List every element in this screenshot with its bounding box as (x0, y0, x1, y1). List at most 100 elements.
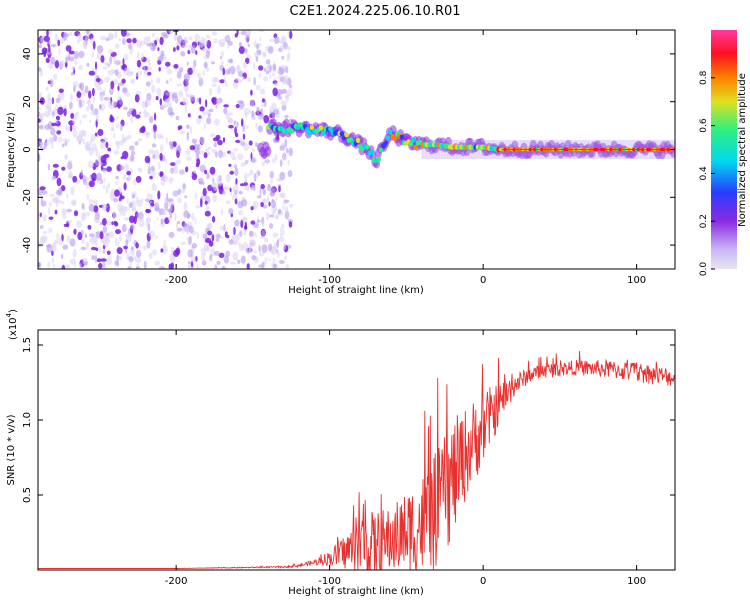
noise-blob (215, 104, 218, 109)
noise-blob (81, 202, 85, 210)
noise-blob (82, 40, 87, 49)
noise-blob (167, 216, 172, 221)
signal-core (411, 137, 416, 143)
noise-blob (122, 87, 128, 93)
noise-blob (38, 188, 43, 196)
noise-blob (129, 145, 135, 151)
noise-blob (271, 158, 276, 164)
noise-blob (251, 184, 257, 192)
snr-frame (37, 329, 676, 571)
noise-blob (168, 208, 171, 215)
noise-blob (169, 77, 173, 82)
noise-blob (102, 88, 106, 94)
noise-blob (284, 255, 287, 261)
noise-blob (279, 44, 285, 51)
noise-blob (47, 261, 51, 268)
noise-blob (146, 92, 152, 102)
noise-blob (276, 239, 280, 248)
noise-blob (211, 216, 216, 223)
noise-blob (47, 93, 51, 101)
noise-blob (237, 259, 241, 264)
noise-blob (124, 163, 129, 172)
noise-blob (138, 111, 142, 115)
noise-blob (57, 94, 61, 99)
noise-blob (38, 124, 44, 130)
noise-blob (202, 233, 208, 240)
noise-blob (287, 30, 290, 37)
noise-blob (224, 35, 231, 41)
noise-blob (285, 148, 289, 154)
noise-blob (137, 138, 143, 142)
noise-blob (235, 178, 238, 185)
noise-blob (247, 30, 252, 37)
noise-blob (200, 252, 207, 257)
figure-title: C2E1.2024.225.06.10.R01 (289, 4, 460, 19)
noise-blob (265, 70, 270, 75)
noise-blob (266, 65, 270, 69)
noise-blob (142, 245, 147, 251)
noise-blob (252, 250, 258, 253)
noise-blob (280, 64, 287, 70)
y-tick-label: -20 (22, 189, 33, 205)
noise-blob (38, 261, 42, 269)
noise-blob (201, 260, 207, 266)
noise-blob (218, 252, 225, 258)
noise-blob (45, 57, 50, 63)
noise-blob (262, 204, 268, 209)
noise-blob (259, 252, 265, 257)
noise-blob (165, 61, 171, 67)
noise-blob (211, 148, 217, 153)
noise-blob (62, 244, 69, 250)
noise-blob (170, 202, 173, 211)
noise-blob (38, 118, 41, 123)
noise-blob (180, 241, 187, 246)
noise-blob (263, 114, 270, 124)
noise-blob (225, 200, 231, 205)
noise-blob (95, 77, 101, 83)
noise-blob (175, 222, 179, 230)
noise-blob (47, 163, 51, 171)
noise-blob (261, 244, 268, 254)
noise-blob (234, 219, 240, 227)
noise-blob (215, 238, 220, 242)
noise-blob (255, 122, 258, 130)
noise-blob (263, 76, 269, 82)
noise-blob (117, 203, 123, 212)
noise-blob (120, 156, 124, 160)
signal-core (388, 129, 393, 135)
noise-blob (130, 79, 133, 84)
noise-blob (191, 173, 198, 181)
noise-blob (86, 194, 90, 200)
noise-blob (206, 40, 212, 49)
noise-blob (151, 32, 155, 38)
noise-blob (201, 111, 207, 116)
noise-blob (126, 252, 129, 259)
noise-blob (88, 90, 92, 99)
signal-core (385, 135, 391, 141)
noise-blob (117, 241, 120, 247)
noise-blob (84, 85, 89, 94)
noise-blob (245, 247, 248, 252)
noise-blob (155, 96, 159, 101)
noise-blob (65, 45, 72, 52)
noise-blob (225, 250, 230, 258)
noise-blob (97, 246, 102, 253)
noise-blob (250, 206, 254, 211)
noise-blob (113, 132, 116, 139)
noise-blob (270, 179, 273, 184)
noise-blob (162, 104, 168, 108)
noise-blob (191, 138, 198, 144)
noise-blob (212, 76, 217, 84)
signal-core (289, 128, 294, 134)
noise-blob (281, 223, 285, 229)
spectrogram-ylabel: Frequency (Hz) (6, 112, 17, 188)
noise-blob (212, 194, 218, 203)
noise-blob (96, 86, 103, 91)
noise-blob (119, 165, 125, 171)
noise-blob (177, 144, 181, 153)
noise-blob (184, 97, 188, 107)
noise-blob (261, 229, 266, 237)
noise-blob (42, 214, 47, 222)
noise-blob (125, 239, 129, 247)
noise-blob (89, 237, 96, 245)
